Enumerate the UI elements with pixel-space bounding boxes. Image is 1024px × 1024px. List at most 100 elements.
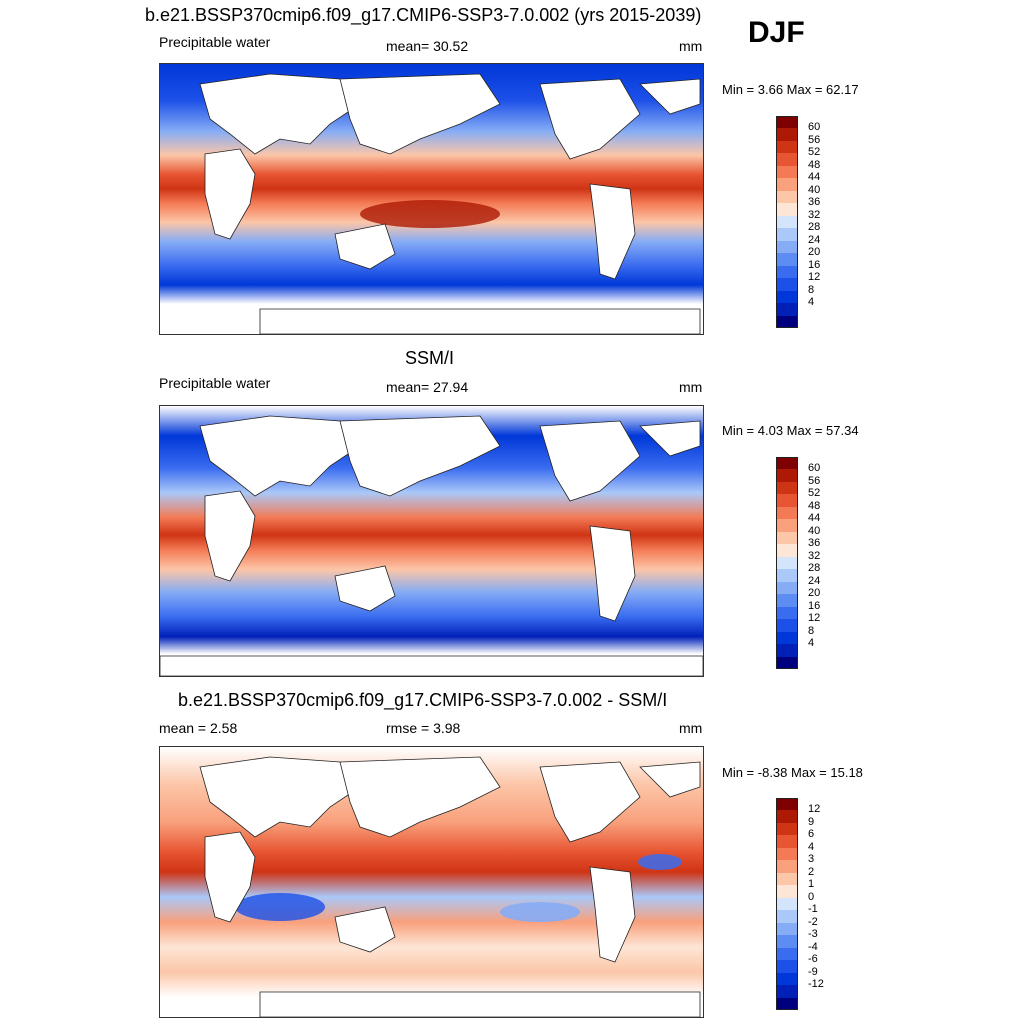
colorbar-segment (776, 835, 798, 848)
colorbar-tick-label: 52 (808, 487, 821, 500)
colorbar-segment (776, 469, 798, 482)
colorbar-segment (776, 116, 798, 129)
colorbar-tick-label: 2 (808, 865, 815, 878)
colorbar-tick-label: 20 (808, 246, 821, 259)
colorbar-tick-label: 6 (808, 828, 815, 841)
panel2-map (159, 405, 704, 677)
panel2-variable-label: Precipitable water (159, 375, 271, 391)
panel1-map (159, 63, 704, 335)
colorbar-tick-label: 20 (808, 587, 821, 600)
colorbar-segment (776, 972, 798, 986)
colorbar-segment (776, 556, 798, 570)
panel1-variable-label: Precipitable water (159, 34, 271, 50)
colorbar-segment (776, 240, 798, 254)
panel2-title: SSM/I (405, 348, 455, 368)
colorbar-segment (776, 203, 798, 216)
panel3-title: b.e21.BSSP370cmip6.f09_g17.CMIP6-SSP3-7.… (178, 690, 668, 710)
colorbar-segment (776, 810, 798, 823)
colorbar-tick-label: 12 (808, 803, 821, 816)
colorbar-tick-label: 44 (808, 512, 821, 525)
colorbar-tick-label: 4 (808, 296, 815, 309)
colorbar-tick-label: 56 (808, 133, 821, 146)
colorbar-tick-label: 40 (808, 524, 821, 537)
colorbar-segment (776, 798, 798, 811)
colorbar-segment (776, 885, 798, 898)
colorbar-segment (776, 190, 798, 204)
colorbar-tick-label: -2 (808, 915, 818, 928)
colorbar-segment (776, 960, 798, 973)
panel3-colorbar: 12 9 6 4 3 2 1 0 -1 -2 -3 -4 -6 -9 -12 (776, 798, 836, 1010)
colorbar-tick-label: 44 (808, 171, 821, 184)
colorbar-tick-label: -12 (808, 978, 824, 991)
panel1-colorbar: 60 56 52 48 44 40 36 32 28 24 20 16 12 8 4 (776, 116, 836, 328)
panel2-map-svg (160, 406, 703, 676)
colorbar-tick-label: 1 (808, 878, 815, 891)
colorbar-tick-label: 12 (808, 612, 821, 625)
land-masses (199, 756, 701, 1017)
colorbar-segment (776, 215, 798, 229)
colorbar-segment (776, 985, 798, 998)
negative-anomaly (638, 854, 682, 870)
colorbar-tick-label: -9 (808, 965, 818, 978)
panel1-mean-label: mean= 30.52 (386, 38, 469, 54)
colorbar-segment (776, 619, 798, 632)
colorbar-segment (776, 178, 798, 191)
panel1-title: b.e21.BSSP370cmip6.f09_g17.CMIP6-SSP3-7.… (145, 5, 702, 25)
panel3-mean-label: mean = 2.58 (159, 720, 238, 736)
season-label: DJF (748, 16, 805, 49)
colorbar-segment (776, 228, 798, 241)
colorbar-segment (776, 128, 798, 141)
colorbar-segment (776, 457, 798, 470)
colorbar-tick-label: 36 (808, 196, 821, 209)
colorbar-tick-label: -6 (808, 953, 818, 966)
panel3-map (159, 746, 704, 1018)
colorbar-segment (776, 822, 798, 836)
colorbar-segment (776, 644, 798, 657)
colorbar-tick-label: 16 (808, 599, 821, 612)
colorbar-tick-label: 48 (808, 499, 821, 512)
colorbar-tick-label: 32 (808, 549, 821, 562)
colorbar-tick-label: 48 (808, 158, 821, 171)
colorbar-tick-label: 12 (808, 271, 821, 284)
colorbar-segment (776, 581, 798, 595)
colorbar-segment (776, 897, 798, 911)
colorbar-tick-label: 52 (808, 146, 821, 159)
panel2-minmax: Min = 4.03 Max = 57.34 (722, 423, 859, 438)
panel3-rmse-label: rmse = 3.98 (386, 720, 461, 736)
panel3-map-svg (160, 747, 703, 1017)
colorbar-segment (776, 253, 798, 266)
colorbar-segment (776, 569, 798, 582)
panel1-map-svg (160, 64, 703, 334)
colorbar-tick-label: 16 (808, 258, 821, 271)
colorbar-tick-label: 24 (808, 233, 821, 246)
panel3-minmax: Min = -8.38 Max = 15.18 (722, 765, 863, 780)
panel1-minmax: Min = 3.66 Max = 62.17 (722, 82, 859, 97)
colorbar-segment (776, 315, 798, 328)
colorbar-tick-label: 32 (808, 208, 821, 221)
colorbar-segment (776, 872, 798, 886)
land-masses (199, 73, 701, 334)
land-masses (160, 415, 703, 676)
colorbar-segment (776, 494, 798, 507)
colorbar-tick-label: 8 (808, 283, 815, 296)
warm-pool (360, 200, 500, 228)
colorbar-segment (776, 935, 798, 948)
colorbar-tick-label: 0 (808, 890, 815, 903)
colorbar-tick-label: 4 (808, 840, 815, 853)
colorbar-tick-label: 4 (808, 637, 815, 650)
colorbar-segment (776, 265, 798, 279)
colorbar-segment (776, 860, 798, 873)
colorbar-segment (776, 947, 798, 961)
colorbar-segment (776, 519, 798, 532)
colorbar-segment (776, 656, 798, 669)
negative-anomaly (500, 902, 580, 922)
colorbar-tick-label: 28 (808, 221, 821, 234)
colorbar-segment (776, 922, 798, 936)
colorbar-tick-label: -1 (808, 903, 818, 916)
colorbar-tick-label: 3 (808, 853, 815, 866)
colorbar-tick-label: 28 (808, 562, 821, 575)
colorbar-segment (776, 847, 798, 861)
colorbar-segment (776, 531, 798, 545)
colorbar-segment (776, 606, 798, 620)
panel2-mean-label: mean= 27.94 (386, 379, 469, 395)
